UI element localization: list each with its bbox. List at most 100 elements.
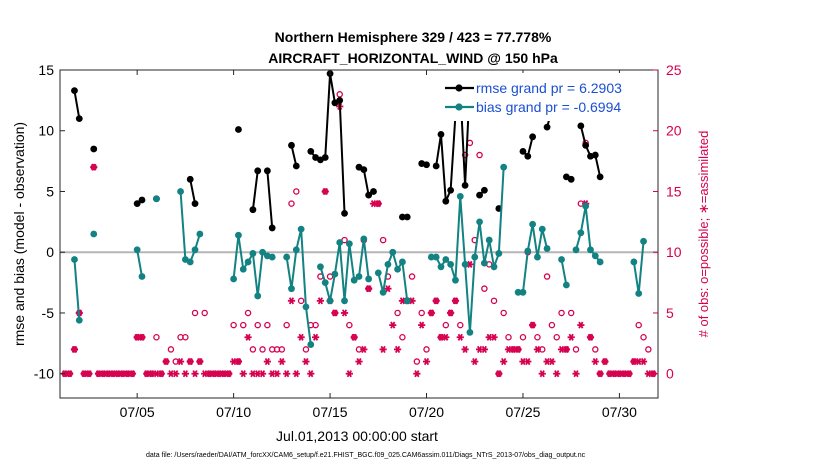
bias-point bbox=[244, 258, 252, 266]
obs-assimilated-stroke bbox=[356, 357, 362, 366]
obs-assimilated-stroke bbox=[399, 297, 405, 305]
obs-assimilated-marker bbox=[418, 321, 426, 329]
obs-possible-marker bbox=[379, 236, 387, 244]
obs-possible-marker bbox=[394, 309, 401, 317]
bias-point bbox=[437, 263, 445, 271]
obs-assimilated-stroke bbox=[81, 370, 87, 378]
obs-assimilated-marker bbox=[345, 370, 353, 378]
obs-possible-marker bbox=[153, 334, 160, 341]
y-tick-label: -10 bbox=[34, 366, 54, 382]
obs-assimilated-stroke bbox=[226, 370, 232, 378]
bias-point bbox=[297, 225, 305, 233]
obs-assimilated-stroke bbox=[163, 357, 169, 366]
obs-possible-marker bbox=[548, 321, 556, 329]
bias-point bbox=[461, 260, 469, 268]
y2-tick-label: 20 bbox=[666, 123, 682, 139]
obs-assimilated-stroke bbox=[558, 345, 565, 353]
obs-assimilated-marker bbox=[577, 321, 585, 329]
x-tick-label: 07/15 bbox=[313, 404, 348, 420]
obs-assimilated-marker bbox=[311, 333, 320, 341]
bias-point bbox=[374, 269, 382, 277]
y2-tick-label: 15 bbox=[666, 183, 682, 199]
bias-point bbox=[326, 297, 334, 305]
bias-point bbox=[630, 258, 638, 266]
bias-point bbox=[355, 273, 363, 280]
obs-assimilated-stroke bbox=[298, 333, 304, 341]
obs-assimilated-stroke bbox=[433, 297, 439, 305]
legend-rmse-label: rmse grand pr = 6.2903 bbox=[476, 80, 622, 96]
obs-assimilated-marker bbox=[533, 345, 542, 353]
obs-assimilated-stroke bbox=[505, 345, 512, 353]
bias-point bbox=[138, 273, 146, 280]
bias-point bbox=[90, 230, 98, 238]
rmse-point bbox=[524, 152, 532, 160]
x-axis: 07/05 07/10 07/15 07/20 07/25 07/30 bbox=[120, 70, 637, 420]
rmse-point bbox=[235, 126, 242, 133]
obs-possible-marker bbox=[249, 346, 257, 353]
obs-assimilated-marker bbox=[340, 309, 349, 317]
rmse-point bbox=[321, 154, 329, 161]
obs-possible-marker bbox=[592, 346, 599, 353]
obs-possible-marker bbox=[572, 346, 580, 353]
obs-assimilated-marker bbox=[181, 370, 189, 378]
rmse-point bbox=[341, 209, 348, 217]
obs-assimilated-stroke bbox=[602, 357, 608, 366]
obs-assimilated-marker bbox=[128, 370, 136, 378]
y2-tick-label: 0 bbox=[666, 366, 674, 382]
legend-box bbox=[441, 73, 654, 121]
obs-assimilated-marker bbox=[360, 345, 368, 353]
rmse-point bbox=[447, 186, 455, 194]
obs-assimilated-stroke bbox=[221, 370, 227, 378]
series-group bbox=[71, 70, 647, 348]
obs-assimilated-marker bbox=[393, 345, 402, 353]
obs-assimilated-marker bbox=[601, 357, 609, 366]
obs-assimilated-marker bbox=[586, 333, 595, 341]
rmse-line-segment bbox=[189, 179, 197, 204]
x-tick-label: 07/05 bbox=[120, 404, 155, 420]
obs-possible-marker bbox=[182, 334, 189, 341]
obs-assimilated-marker bbox=[461, 345, 469, 353]
rmse-line-segment bbox=[290, 145, 298, 167]
bias-point bbox=[196, 230, 204, 238]
plot-frame bbox=[59, 69, 659, 399]
x-tick-label: 07/20 bbox=[409, 404, 444, 420]
obs-assimilated-stroke bbox=[110, 370, 116, 378]
obs-possible-marker bbox=[346, 321, 353, 329]
bias-line-segment bbox=[136, 249, 143, 277]
obs-assimilated-marker bbox=[422, 357, 431, 366]
obs-assimilated-marker bbox=[287, 297, 296, 305]
rmse-point bbox=[263, 167, 271, 175]
bias-point bbox=[519, 288, 527, 296]
obs-possible-marker bbox=[302, 346, 310, 353]
obs-assimilated-stroke bbox=[211, 370, 217, 378]
data-file-footnote: data file: /Users/raeder/DAI/ATM_forcXX/… bbox=[146, 452, 586, 459]
obs-possible-marker bbox=[297, 297, 305, 305]
obs-assimilated-stroke bbox=[486, 333, 492, 341]
obs-possible-marker bbox=[167, 346, 175, 353]
rmse-line-segment bbox=[435, 82, 471, 202]
obs-assimilated-stroke bbox=[346, 370, 352, 378]
obs-assimilated-stroke bbox=[173, 370, 179, 378]
obs-assimilated-stroke bbox=[129, 370, 135, 378]
obs-assimilated-marker bbox=[350, 333, 358, 341]
obs-assimilated-stroke bbox=[91, 163, 97, 171]
obs-assimilated-stroke bbox=[332, 309, 338, 317]
obs-possible-marker bbox=[293, 188, 300, 195]
rmse-point bbox=[75, 115, 83, 122]
obs-assimilated-marker bbox=[625, 370, 633, 378]
obs-assimilated-stroke bbox=[322, 187, 328, 196]
x-tick-label: 07/25 bbox=[505, 404, 540, 420]
bias-point bbox=[186, 258, 194, 266]
bias-point bbox=[538, 225, 546, 233]
bias-point bbox=[350, 276, 358, 284]
bias-point bbox=[596, 258, 604, 266]
bias-point bbox=[452, 276, 459, 284]
y2-tick-label: 10 bbox=[666, 244, 682, 260]
obs-assimilated-marker bbox=[191, 370, 199, 378]
bias-point bbox=[558, 256, 565, 263]
obs-assimilated-marker bbox=[258, 370, 267, 378]
obs-assimilated-stroke bbox=[462, 345, 468, 353]
obs-assimilated-stroke bbox=[640, 357, 647, 366]
obs-assimilated-stroke bbox=[530, 321, 536, 329]
